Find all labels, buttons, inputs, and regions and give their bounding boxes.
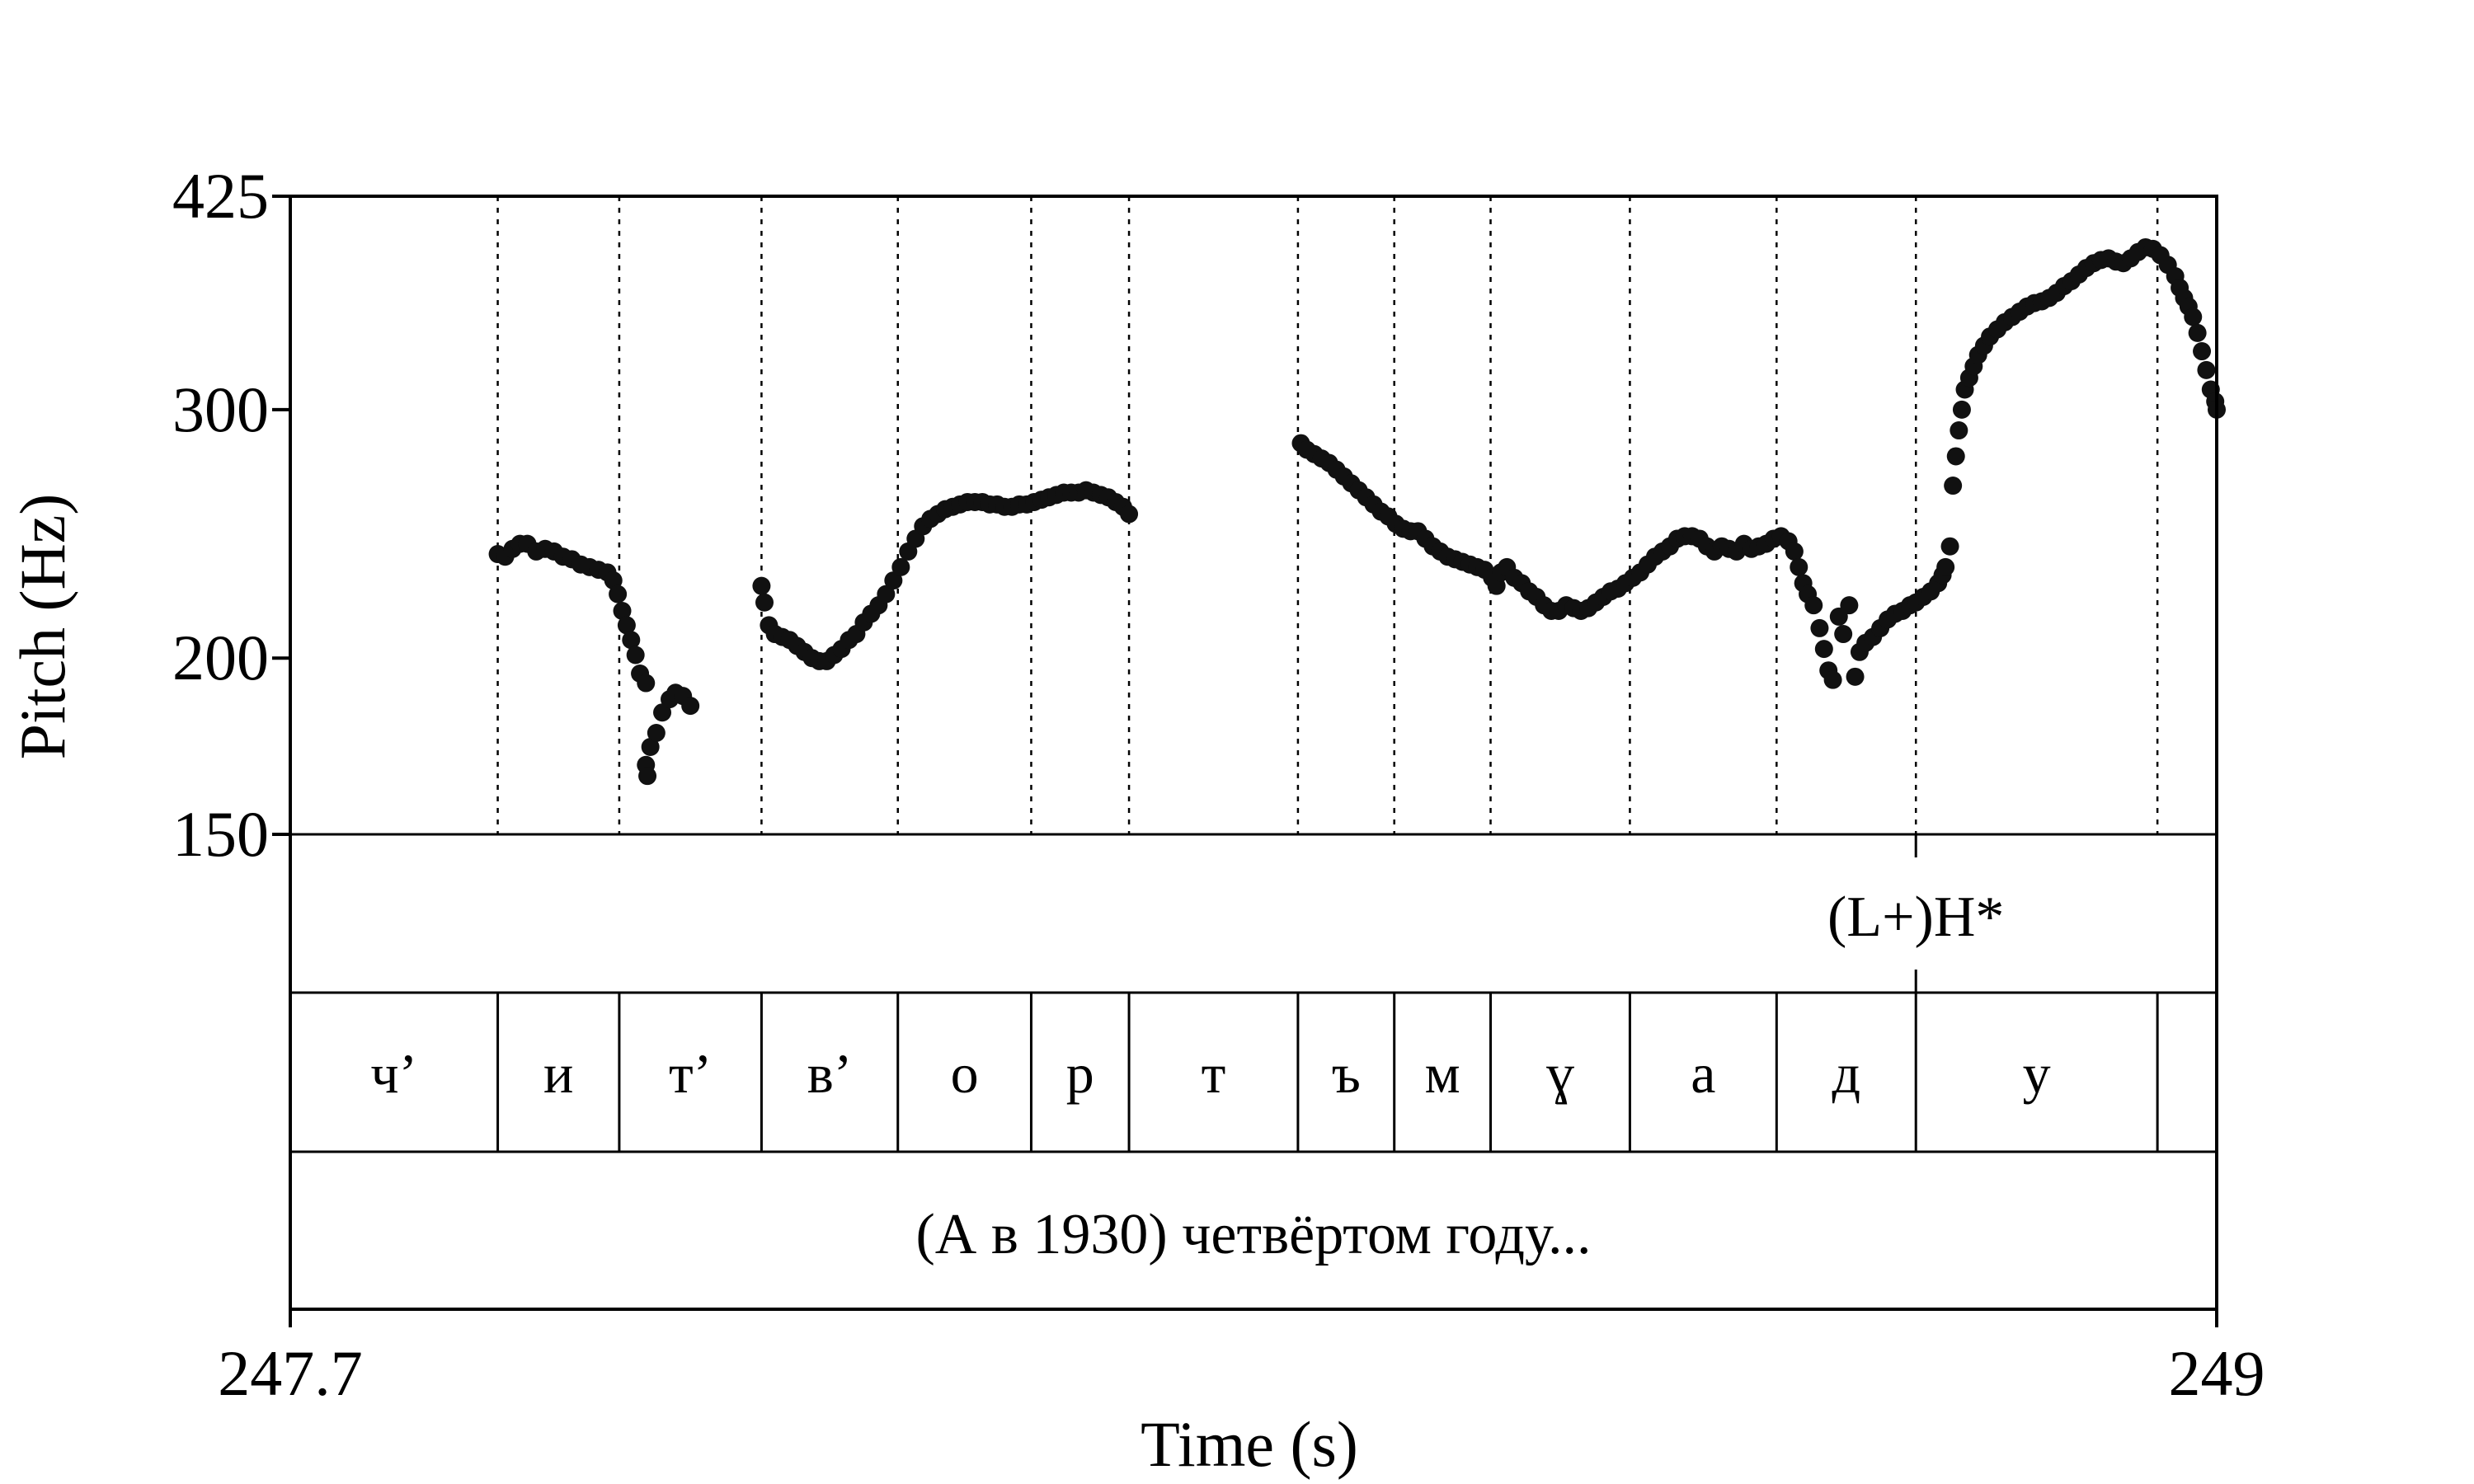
pitch-points: [488, 237, 2226, 786]
pitch-point: [2188, 323, 2207, 342]
pitch-point: [604, 571, 623, 590]
pitch-point: [2193, 342, 2212, 361]
segment-label: д: [1832, 1042, 1860, 1105]
x-tick-label: 249: [2169, 1337, 2265, 1409]
pitch-point: [647, 723, 666, 742]
pitch-point: [622, 631, 641, 650]
pitch-point: [755, 593, 774, 612]
pitch-point: [1950, 421, 1968, 440]
segment-label: м: [1425, 1042, 1460, 1105]
segment-label: о: [951, 1042, 979, 1105]
y-tick-label: 425: [172, 160, 269, 232]
segment-label: ъ: [1332, 1042, 1361, 1105]
pitch-point: [2184, 308, 2203, 326]
pitch-point: [1846, 667, 1865, 686]
segment-boundary-gridlines: [496, 196, 2159, 834]
pitch-point: [609, 585, 628, 603]
pitch-point: [1936, 557, 1955, 576]
pitch-point: [1785, 542, 1804, 561]
pitch-point: [1834, 625, 1853, 644]
pitch-point: [752, 576, 771, 595]
pitch-point: [681, 697, 700, 716]
plot-frame: [289, 195, 2218, 1311]
pitch-point: [877, 585, 896, 603]
segment-label: т: [1202, 1042, 1226, 1105]
pitch-point: [1946, 447, 1965, 466]
segment-label: и: [543, 1042, 573, 1105]
tone-label: (L+)H*: [1827, 885, 2004, 949]
segment-label: а: [1691, 1042, 1715, 1105]
x-tick-label: 247.7: [218, 1337, 363, 1409]
pitch-point: [1944, 477, 1963, 495]
pitch-point: [653, 703, 672, 722]
y-tick-label: 150: [172, 798, 269, 870]
segment-label: т’: [669, 1042, 712, 1105]
y-tick-label: 200: [172, 622, 269, 693]
pitch-point: [1790, 557, 1808, 576]
pitch-point: [1823, 670, 1842, 689]
segment-label: ɣ: [1546, 1042, 1574, 1105]
pitch-point: [638, 767, 657, 786]
segment-label: у: [2023, 1042, 2051, 1105]
pitch-point: [884, 571, 903, 590]
pitch-point: [891, 557, 910, 576]
pitch-point: [617, 616, 636, 635]
pitch-point: [1120, 505, 1139, 524]
pitch-point: [637, 674, 656, 693]
pitch-point: [613, 602, 632, 621]
segment-label: р: [1066, 1042, 1094, 1105]
annotation-tiers: (L+)H* ч’ и т’ в’ о р т ъ м ɣ а д у: [370, 834, 2159, 1152]
segment-label: в’: [807, 1042, 853, 1105]
pitch-point: [1804, 596, 1823, 615]
pitch-point: [626, 646, 645, 665]
pitch-point: [1814, 640, 1833, 659]
y-axis-label: Pitch (Hz): [7, 494, 78, 760]
pitch-point: [1940, 537, 1959, 556]
pitch-point: [1810, 618, 1829, 637]
segment-label: ч’: [370, 1042, 417, 1105]
sentence-transcription: (А в 1930) четвёртом году...: [916, 1203, 1592, 1266]
pitch-point: [2197, 360, 2216, 379]
y-tick-label: 300: [172, 373, 269, 445]
axis-ticks: 425 300 200 150 247.7 249: [172, 160, 2265, 1409]
plot-border: [289, 195, 2218, 1311]
x-axis-label: Time (s): [1141, 1408, 1358, 1480]
pitch-point: [641, 737, 660, 756]
pitch-point: [1952, 400, 1971, 419]
pitch-point: [1840, 596, 1859, 615]
